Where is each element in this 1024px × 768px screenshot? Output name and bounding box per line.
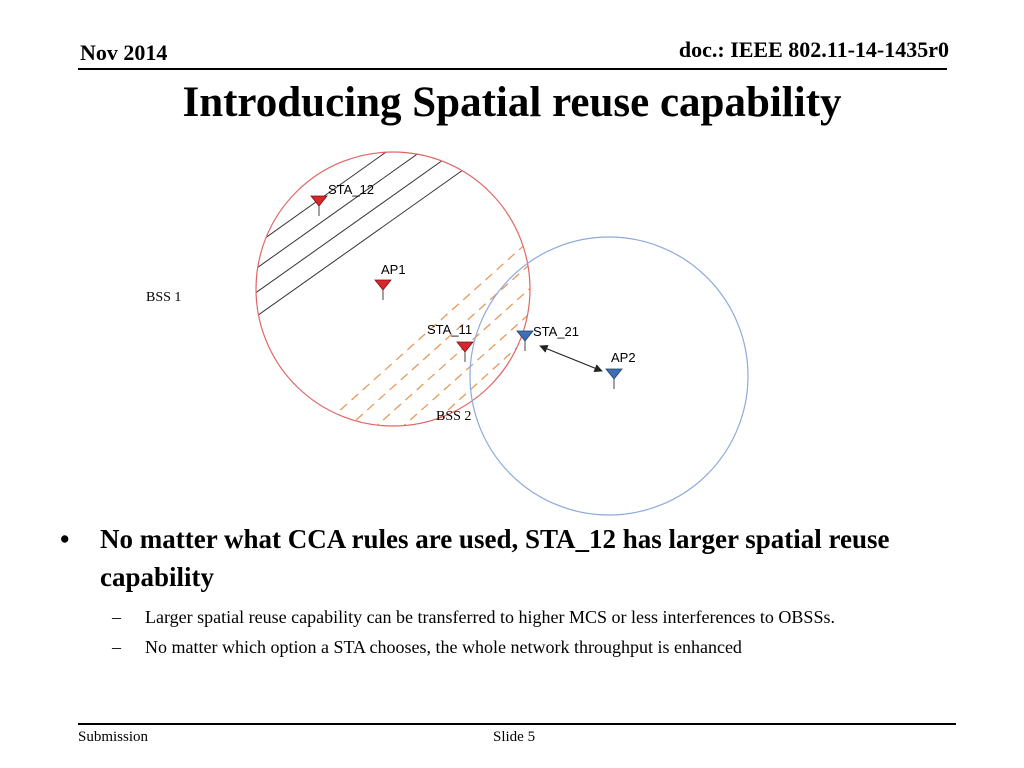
ap2-antenna-icon [605,368,623,389]
sub-bullet-text: Larger spatial reuse capability can be t… [145,607,835,627]
sta21-ap2-link-arrow [539,344,603,373]
bullet-dot-icon: • [60,524,70,554]
bss1-range-circle [255,151,531,427]
header-date: Nov 2014 [80,40,168,65]
sta11-antenna-icon [456,341,474,362]
sta12-hatch-region [256,152,471,329]
footer-slide-number: Slide 5 [493,729,536,745]
sta21-antenna-icon [516,330,534,351]
sta12-label: STA_12 [328,182,374,197]
sta11-label: STA_11 [427,322,472,337]
bss1-label: BSS 1 [146,290,181,305]
bullet-text: No matter what CCA rules are used, STA_1… [100,524,890,592]
sub-bullet-text: No matter which option a STA chooses, th… [145,637,742,657]
overlap-hatch-region [317,239,530,426]
bullet-list: • No matter what CCA rules are used, STA… [60,520,980,662]
slide-title: Introducing Spatial reuse capability [182,79,842,126]
sub-bullet-item: – Larger spatial reuse capability can be… [60,602,980,632]
ap2-label: AP2 [611,350,636,365]
ap1-antenna-icon [374,279,392,300]
header-divider [78,68,947,70]
sta12-antenna-icon [310,195,328,216]
header-doc-id: doc.: IEEE 802.11-14-1435r0 [678,37,949,62]
bss2-label: BSS 2 [436,409,471,424]
bullet-item: • No matter what CCA rules are used, STA… [60,520,980,596]
dash-icon: – [112,637,121,657]
dash-icon: – [112,607,121,627]
sub-bullet-item: – No matter which option a STA chooses, … [60,632,980,662]
bss2-range-circle [469,236,749,516]
footer-submission: Submission [78,729,149,745]
ap1-label: AP1 [381,262,406,277]
footer-divider [78,723,956,725]
sta21-label: STA_21 [533,324,579,339]
